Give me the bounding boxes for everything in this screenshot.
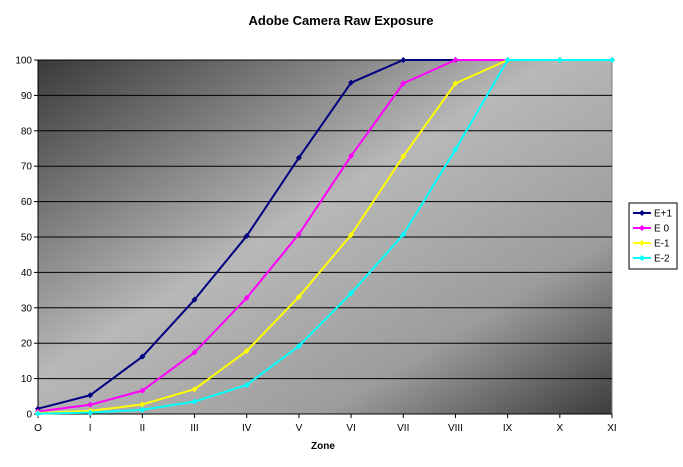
data-point: [295, 231, 302, 238]
legend-item: E 0: [633, 224, 669, 235]
series-group: [35, 57, 615, 417]
y-tick-label: 60: [21, 197, 33, 208]
data-point: [243, 294, 250, 301]
y-tick-label: 50: [21, 233, 33, 244]
data-point: [452, 80, 459, 87]
x-tick-label: III: [190, 423, 198, 434]
x-tick-label: I: [89, 423, 92, 434]
legend-label: E-1: [654, 239, 670, 250]
data-point: [191, 386, 198, 393]
chart-title: Adobe Camera Raw Exposure: [249, 13, 434, 28]
x-tick-label: VIII: [448, 423, 463, 434]
data-point: [348, 79, 355, 86]
x-tick-label: IV: [242, 423, 252, 434]
y-tick-label: 20: [21, 339, 33, 350]
x-axis-label: Zone: [311, 441, 335, 452]
legend-marker: [639, 210, 645, 216]
series-4: [35, 57, 615, 417]
data-point: [295, 293, 302, 300]
data-point: [87, 401, 94, 408]
x-axis-ticks: O I II III IV V VI VII VIII IX X XI: [34, 414, 617, 434]
x-tick-label: X: [556, 423, 563, 434]
legend-item: E+1: [633, 209, 673, 220]
x-tick-label: IX: [503, 423, 513, 434]
data-point: [348, 152, 355, 159]
data-point: [191, 398, 198, 405]
data-point: [504, 57, 511, 63]
x-tick-label: V: [296, 423, 303, 434]
data-point: [295, 343, 302, 350]
data-point: [452, 57, 459, 63]
y-tick-label: 0: [26, 410, 32, 421]
y-tick-label: 40: [21, 268, 33, 279]
y-axis-ticks: 0 10 20 30 40 50 60 70 80 90 100: [15, 56, 38, 421]
data-point: [400, 80, 407, 87]
legend-marker: [639, 255, 645, 261]
y-tick-label: 80: [21, 126, 33, 137]
legend-marker: [639, 225, 645, 231]
legend-item: E-2: [633, 254, 670, 265]
y-tick-label: 100: [15, 56, 32, 67]
data-point: [400, 57, 407, 63]
data-point: [243, 347, 250, 354]
gridlines: [38, 59, 612, 380]
data-point: [243, 232, 250, 239]
data-point: [556, 57, 563, 63]
data-point: [348, 290, 355, 297]
y-tick-label: 30: [21, 303, 33, 314]
data-point: [348, 231, 355, 238]
x-tick-label: O: [34, 423, 42, 434]
data-point: [295, 154, 302, 161]
legend-marker: [639, 240, 645, 246]
series-line: [37, 59, 612, 415]
data-point: [87, 392, 94, 399]
data-point: [139, 387, 146, 394]
legend-label: E+1: [654, 209, 673, 220]
data-point: [139, 401, 146, 408]
data-point: [87, 409, 94, 416]
legend-label: E-2: [654, 254, 670, 265]
data-point: [609, 57, 615, 63]
data-point: [243, 381, 250, 388]
data-point: [139, 353, 146, 360]
x-tick-label: VII: [397, 423, 409, 434]
legend: E+1 E 0 E-1 E-2: [628, 202, 678, 270]
data-point: [191, 296, 198, 303]
x-tick-label: II: [140, 423, 146, 434]
data-point: [191, 349, 198, 356]
data-point: [400, 231, 407, 238]
x-tick-label: XI: [607, 423, 616, 434]
y-tick-label: 10: [21, 374, 33, 385]
x-tick-label: VI: [346, 423, 355, 434]
data-point: [139, 406, 146, 413]
data-point: [35, 410, 41, 417]
legend-item: E-1: [633, 239, 670, 250]
y-tick-label: 90: [21, 91, 33, 102]
legend-label: E 0: [654, 224, 669, 235]
y-tick-label: 70: [21, 162, 33, 173]
data-point: [452, 146, 459, 153]
data-point: [400, 153, 407, 160]
